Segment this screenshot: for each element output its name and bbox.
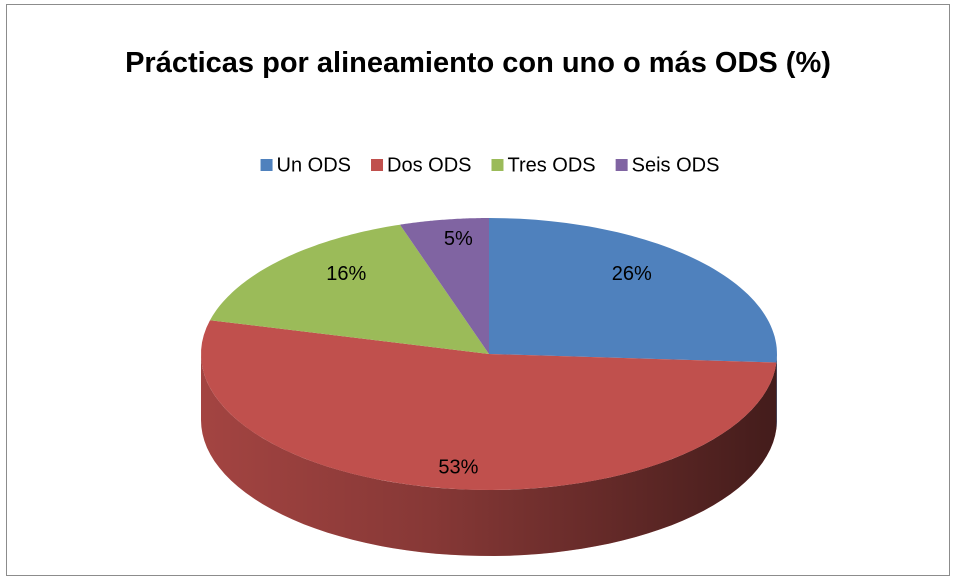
pie-slice: [400, 218, 489, 354]
chart-title: Prácticas por alineamiento con uno o más…: [125, 47, 831, 79]
legend-swatch: [260, 159, 273, 171]
data-label: 16%: [326, 263, 366, 285]
data-label: 5%: [444, 228, 473, 250]
pie-slice: [210, 224, 489, 354]
pie-side-shade: [201, 354, 777, 556]
legend-swatch: [491, 159, 504, 171]
legend-label: Dos ODS: [387, 154, 471, 176]
pie-slice: [201, 320, 777, 490]
legend-label: Seis ODS: [632, 154, 720, 176]
pie-slice: [489, 218, 777, 363]
pie-side-shade: [776, 354, 777, 429]
legend-label: Tres ODS: [507, 154, 595, 176]
legend-swatch: [615, 159, 628, 171]
data-label: 53%: [438, 456, 478, 478]
chart-title-box: Prácticas por alineamiento con uno o más…: [0, 42, 956, 84]
legend-swatch: [371, 159, 384, 171]
legend-label: Un ODS: [277, 154, 351, 176]
data-label: 26%: [612, 263, 652, 285]
